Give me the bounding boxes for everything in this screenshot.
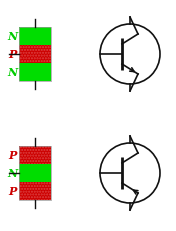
Bar <box>19 46 51 64</box>
Text: P: P <box>9 49 17 60</box>
Bar <box>19 146 51 200</box>
Text: P: P <box>9 150 17 161</box>
Bar <box>19 182 51 200</box>
Bar <box>19 164 51 182</box>
Bar <box>19 28 51 82</box>
Bar <box>19 28 51 46</box>
Bar <box>19 146 51 164</box>
Text: P: P <box>9 186 17 197</box>
Text: N: N <box>7 168 17 179</box>
Bar <box>19 146 51 164</box>
Bar <box>19 64 51 82</box>
Text: N: N <box>7 31 17 42</box>
Bar <box>19 46 51 64</box>
Bar <box>19 182 51 200</box>
Text: N: N <box>7 67 17 78</box>
